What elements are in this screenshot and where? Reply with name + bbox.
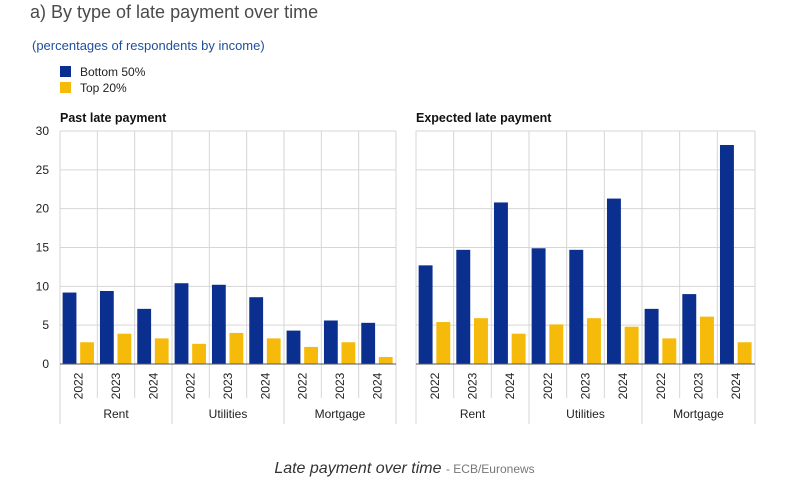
bar-top20	[266, 338, 281, 364]
x-tick-label: 2023	[466, 372, 480, 399]
bar-bottom50	[606, 198, 621, 364]
bar-top20	[587, 318, 601, 364]
y-tick-label: 0	[42, 357, 49, 371]
caption: Late payment over time - ECB/Euronews	[0, 460, 809, 478]
x-tick-label: 2022	[654, 372, 668, 399]
bar-bottom50	[211, 284, 226, 364]
bar-top20	[549, 324, 564, 364]
y-tick-label: 30	[36, 124, 50, 138]
bar-top20	[117, 333, 132, 364]
x-tick-label: 2024	[370, 372, 384, 399]
x-tick-label: 2022	[296, 372, 310, 399]
bar-top20	[341, 342, 356, 364]
bar-bottom50	[361, 322, 376, 364]
x-tick-label: 2023	[579, 372, 593, 399]
x-tick-label: 2022	[541, 372, 555, 399]
legend-label-1: Bottom 50%	[80, 65, 146, 79]
panel-title-1: Past late payment	[60, 111, 167, 125]
y-tick-label: 15	[36, 241, 50, 255]
bar-bottom50	[249, 297, 264, 364]
bar-bottom50	[719, 144, 734, 364]
bar-top20	[737, 342, 752, 364]
bar-top20	[436, 322, 451, 364]
bar-bottom50	[286, 330, 301, 364]
bar-top20	[80, 342, 94, 364]
caption-source: - ECB/Euronews	[445, 462, 535, 476]
x-tick-label: 2024	[616, 372, 630, 399]
bar-bottom50	[682, 294, 697, 364]
group-label: Utilities	[566, 407, 605, 421]
x-tick-label: 2024	[503, 372, 517, 399]
figure-subtitle: (percentages of respondents by income)	[32, 38, 265, 53]
bar-bottom50	[99, 290, 114, 364]
group-label: Utilities	[209, 407, 248, 421]
bar-bottom50	[418, 265, 433, 364]
bar-top20	[192, 343, 206, 364]
bar-bottom50	[137, 308, 152, 364]
x-tick-label: 2022	[184, 372, 198, 399]
legend-label-2: Top 20%	[80, 81, 127, 95]
bar-bottom50	[644, 308, 659, 364]
bar-bottom50	[174, 283, 189, 364]
bar-bottom50	[493, 202, 508, 364]
bar-top20	[700, 316, 714, 364]
group-label: Rent	[460, 407, 486, 421]
bar-top20	[662, 338, 677, 364]
x-tick-label: 2022	[72, 372, 86, 399]
bar-top20	[511, 333, 526, 364]
y-tick-label: 5	[42, 318, 49, 332]
bar-top20	[378, 357, 393, 364]
group-label: Mortgage	[673, 407, 724, 421]
bar-top20	[154, 338, 169, 364]
y-tick-label: 25	[36, 163, 50, 177]
legend-swatch-1	[60, 66, 71, 77]
bar-bottom50	[323, 320, 338, 364]
x-tick-label: 2023	[221, 372, 235, 399]
bar-bottom50	[62, 292, 77, 364]
bar-bottom50	[569, 249, 584, 364]
x-tick-label: 2024	[146, 372, 160, 399]
caption-text: Late payment over time	[274, 460, 442, 477]
x-tick-label: 2023	[692, 372, 706, 399]
bar-top20	[474, 318, 488, 364]
y-tick-label: 10	[36, 279, 50, 293]
x-tick-label: 2024	[258, 372, 272, 399]
bar-top20	[229, 332, 244, 364]
x-tick-label: 2022	[428, 372, 442, 399]
bar-bottom50	[531, 248, 546, 364]
x-tick-label: 2024	[729, 372, 743, 399]
x-tick-label: 2023	[333, 372, 347, 399]
panel-title-2: Expected late payment	[416, 111, 552, 125]
group-label: Mortgage	[315, 407, 366, 421]
y-tick-label: 20	[36, 202, 50, 216]
legend-swatch-2	[60, 82, 71, 93]
bar-top20	[304, 346, 318, 364]
bar-top20	[624, 326, 639, 364]
bar-bottom50	[456, 249, 471, 364]
figure-title: a) By type of late payment over time	[30, 2, 319, 22]
group-label: Rent	[103, 407, 129, 421]
x-tick-label: 2023	[109, 372, 123, 399]
